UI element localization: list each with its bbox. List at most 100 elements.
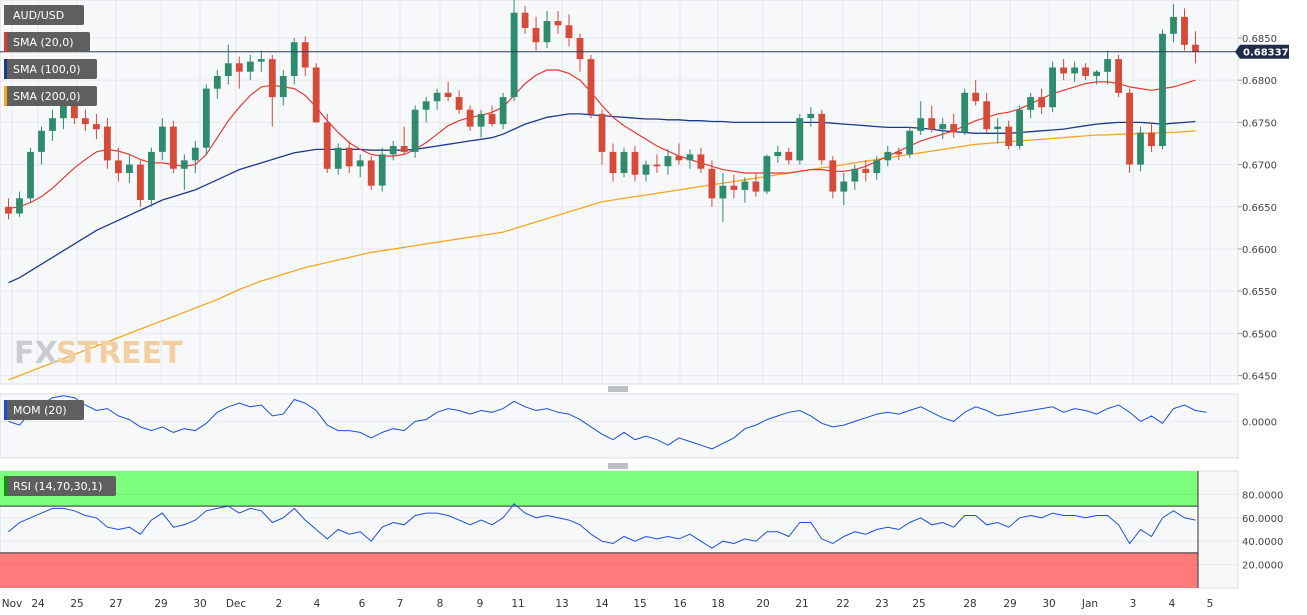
candle-body <box>1115 59 1122 93</box>
legend-tag: AUD/USD <box>4 5 84 25</box>
candle <box>137 160 144 207</box>
candle <box>148 147 155 207</box>
candle <box>818 109 826 165</box>
candle-body <box>719 185 727 199</box>
y-tick-label: 0.6750 <box>1242 118 1277 129</box>
candle <box>499 92 507 130</box>
candle <box>400 126 408 155</box>
x-date-label: 9 <box>477 598 484 610</box>
candle <box>1005 120 1013 150</box>
candle <box>708 160 716 207</box>
candle-body <box>1137 132 1144 165</box>
candle-body <box>1027 97 1034 110</box>
candle <box>807 107 815 127</box>
x-date-label: 23 <box>875 598 888 610</box>
candle <box>477 109 485 138</box>
candle-body <box>994 126 1002 130</box>
candle-body <box>71 105 78 119</box>
candle-body <box>1038 97 1045 108</box>
candle-body <box>49 118 56 131</box>
candle-body <box>1159 33 1166 146</box>
x-date-label: 3 <box>1130 598 1137 610</box>
candle-body <box>686 154 694 161</box>
candle-body <box>1071 67 1078 74</box>
candle <box>5 198 12 220</box>
candle-body <box>675 156 683 161</box>
legend-color-marker <box>4 5 7 25</box>
candle <box>202 84 210 155</box>
rsi-line <box>8 503 1196 549</box>
candle-body <box>159 126 166 152</box>
candle <box>356 154 364 178</box>
candle-body <box>499 97 507 125</box>
last-price-tag <box>1240 44 1289 59</box>
candle-body <box>148 151 155 200</box>
x-date-label: 5 <box>1207 598 1214 610</box>
y-tick-label: 0.6650 <box>1242 203 1277 214</box>
candle <box>180 154 188 190</box>
candle <box>411 105 419 158</box>
momentum-panel <box>0 393 1239 459</box>
candle <box>246 54 254 81</box>
candle <box>950 113 958 138</box>
candle-body <box>191 147 199 161</box>
x-date-label: 18 <box>711 598 724 610</box>
candle-body <box>950 124 958 133</box>
last-price-tag-arrow <box>1235 44 1240 59</box>
candle <box>367 156 375 190</box>
x-date-label: 2 <box>276 598 283 610</box>
candle <box>104 118 111 169</box>
legend-tag-bg <box>4 5 84 25</box>
candle <box>939 118 947 140</box>
legend-tag: SMA (200,0) <box>4 86 97 106</box>
x-date-label: 30 <box>193 598 206 610</box>
candle <box>82 109 89 131</box>
candle-body <box>213 76 221 89</box>
x-date-label: 7 <box>397 598 404 610</box>
candle-body <box>961 92 969 133</box>
candle <box>268 54 276 127</box>
x-date-label: 20 <box>756 598 769 610</box>
x-date-label: 21 <box>795 598 808 610</box>
candle <box>323 113 331 174</box>
legend-label: AUD/USD <box>13 9 64 22</box>
candle <box>840 173 848 206</box>
candle-body <box>521 12 529 28</box>
candle-body <box>389 146 397 155</box>
candle-body <box>895 151 903 155</box>
candle <box>159 118 166 161</box>
candle-body <box>224 63 232 76</box>
candle <box>521 5 529 34</box>
candle-body <box>444 92 452 97</box>
x-date-label: 16 <box>673 598 687 610</box>
candle <box>862 160 870 182</box>
legend-tag: SMA (20,0) <box>4 32 90 52</box>
x-date-label: 22 <box>836 598 849 610</box>
candle <box>994 118 1002 144</box>
x-date-label: Nov <box>2 598 23 610</box>
candle-body <box>477 113 485 127</box>
candle-body <box>653 164 661 167</box>
candle <box>928 105 936 133</box>
candle <box>554 10 562 34</box>
candle-body <box>1005 126 1013 146</box>
candle-body <box>455 97 463 110</box>
candle <box>1159 29 1166 150</box>
x-date-label: 8 <box>437 598 444 610</box>
candle <box>27 147 34 203</box>
candle-body <box>620 151 628 173</box>
candle-body <box>378 154 386 186</box>
candle <box>126 154 133 184</box>
candle-body <box>565 25 573 38</box>
rsi-oversold-band <box>0 552 1198 588</box>
legend-label: SMA (20,0) <box>13 36 74 49</box>
candle <box>697 147 705 174</box>
candle <box>961 88 969 136</box>
candle-body <box>1126 92 1133 165</box>
candle-body <box>180 160 188 169</box>
candle <box>170 120 177 174</box>
legend-tag: SMA (100,0) <box>4 59 97 79</box>
candle <box>488 105 496 127</box>
candle-body <box>411 109 419 152</box>
candle <box>664 149 672 175</box>
